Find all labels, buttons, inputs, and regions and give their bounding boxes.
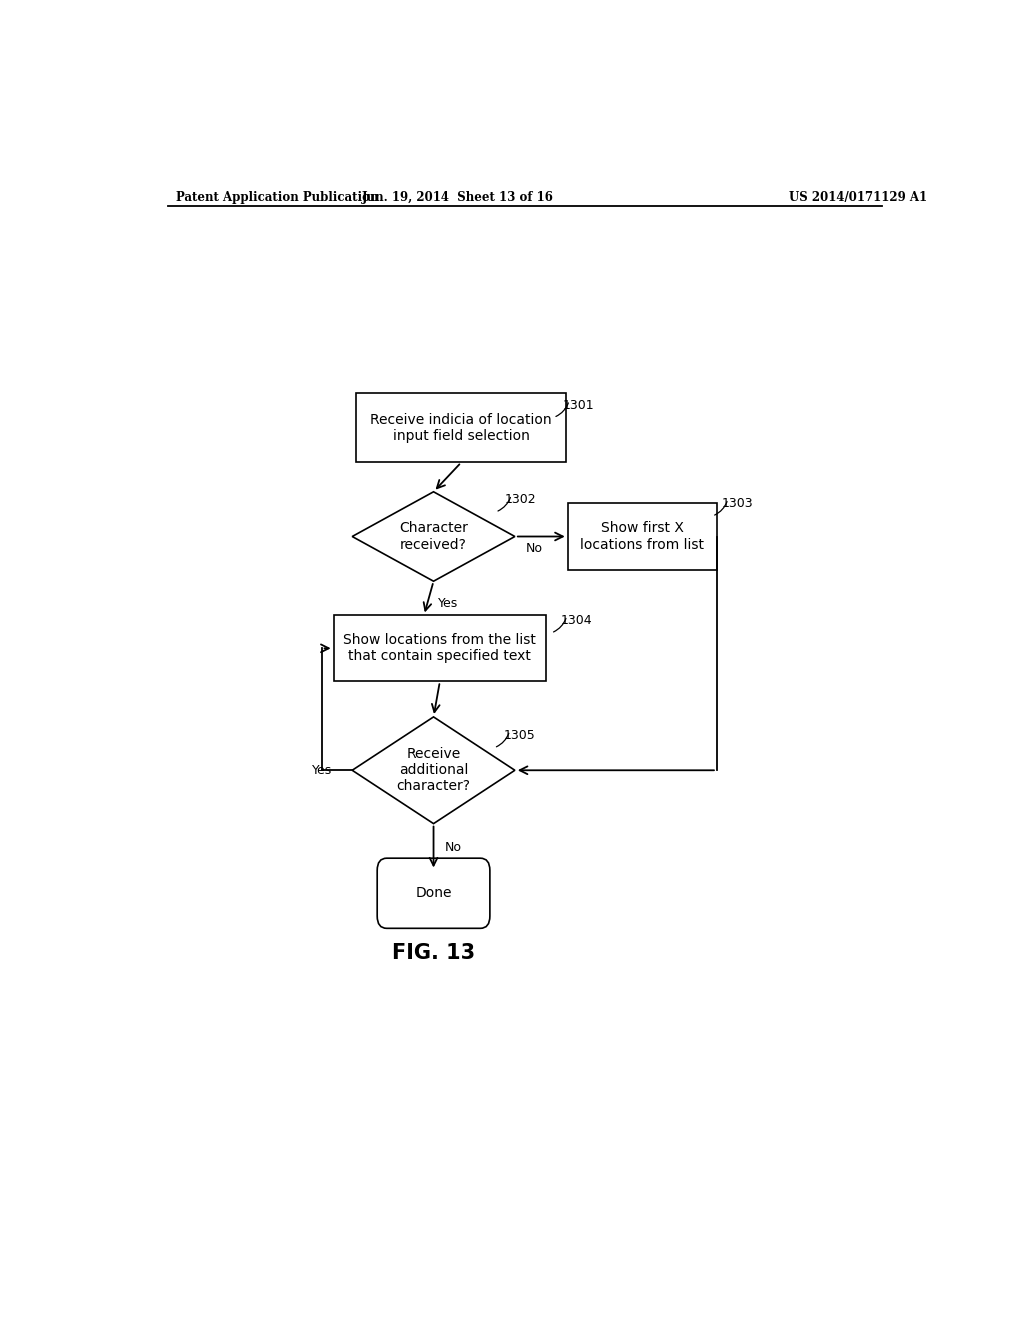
Text: US 2014/0171129 A1: US 2014/0171129 A1: [790, 190, 927, 203]
FancyBboxPatch shape: [356, 393, 566, 462]
Text: 1303: 1303: [722, 498, 754, 511]
Text: Done: Done: [416, 886, 452, 900]
Text: 1305: 1305: [504, 729, 536, 742]
Polygon shape: [352, 717, 515, 824]
Text: No: No: [444, 841, 462, 854]
Text: Receive indicia of location
input field selection: Receive indicia of location input field …: [371, 413, 552, 442]
Text: Receive
additional
character?: Receive additional character?: [396, 747, 471, 793]
Text: 1301: 1301: [563, 399, 595, 412]
Text: Yes: Yes: [437, 597, 458, 610]
FancyBboxPatch shape: [567, 503, 717, 569]
Text: 1304: 1304: [560, 614, 592, 627]
Text: Show locations from the list
that contain specified text: Show locations from the list that contai…: [343, 634, 537, 664]
Text: Show first X
locations from list: Show first X locations from list: [581, 521, 705, 552]
FancyBboxPatch shape: [334, 615, 546, 681]
Text: Yes: Yes: [312, 764, 332, 776]
Text: Patent Application Publication: Patent Application Publication: [176, 190, 378, 203]
Text: Character
received?: Character received?: [399, 521, 468, 552]
FancyBboxPatch shape: [377, 858, 489, 928]
Polygon shape: [352, 492, 515, 581]
Text: No: No: [526, 543, 543, 556]
Text: Jun. 19, 2014  Sheet 13 of 16: Jun. 19, 2014 Sheet 13 of 16: [361, 190, 553, 203]
Text: FIG. 13: FIG. 13: [392, 944, 475, 964]
Text: 1302: 1302: [505, 494, 537, 507]
